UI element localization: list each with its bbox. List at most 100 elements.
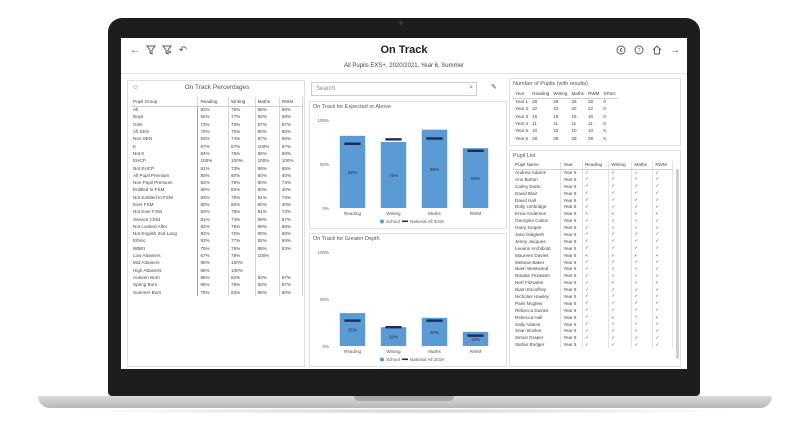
pupil-row[interactable]: Ann Button Year 6 ✓ ✓ ✓ ✓ bbox=[513, 175, 673, 183]
on-track-row[interactable]: Not Entitled to FSM 83% 78% 91% 73% bbox=[131, 193, 304, 201]
on-track-row[interactable]: All Pupil Premium 80% 60% 80% 40% bbox=[131, 171, 304, 179]
on-track-row[interactable]: Boys 92% 77% 92% 69% bbox=[131, 113, 304, 121]
pupil-row[interactable]: Erica Anderson Year 6 × × × × bbox=[513, 210, 673, 218]
on-track-row[interactable]: Not Looked After 82% 75% 89% 68% bbox=[131, 222, 304, 231]
pupil-row[interactable]: Rebecca Davies Year 6 ✓ ✓ ✓ ✓ bbox=[513, 306, 673, 314]
filter-icon[interactable] bbox=[145, 45, 157, 57]
on-track-row[interactable]: Low Attainers 67% 78% 100% bbox=[131, 251, 304, 260]
pupils-count-col-header[interactable]: Writing bbox=[551, 89, 570, 99]
pupil-row[interactable]: Jenny Jacques Year 6 ✓ ✓ ✓ ✓ bbox=[513, 237, 673, 245]
pupil-row[interactable]: Carley Dutto Year 6 ✓ ✓ ✓ ✓ bbox=[513, 182, 673, 190]
on-track-cell bbox=[279, 251, 304, 260]
on-track-row[interactable]: WBRI 75% 75% 88% 63% bbox=[131, 244, 304, 252]
on-track-row[interactable]: Autumn Born 88% 82% 93% 67% bbox=[131, 273, 304, 282]
pupil-row[interactable]: Maureen Davies Year 6 × × × × bbox=[513, 251, 673, 259]
pin-icon[interactable]: ✎ bbox=[491, 84, 497, 91]
on-track-cell: Not Ever FSM bbox=[131, 208, 199, 216]
on-track-row[interactable]: K 67% 67% 100% 67% bbox=[131, 142, 304, 150]
on-track-row[interactable]: Mid Attainers 95% 100% bbox=[131, 259, 304, 267]
on-track-row[interactable]: Not Ever FSM 83% 78% 91% 73% bbox=[131, 208, 304, 216]
on-track-cell: 79% bbox=[228, 281, 256, 289]
on-track-col-header[interactable]: RWM bbox=[279, 97, 304, 107]
on-track-row[interactable]: Ethnic 93% 77% 92% 69% bbox=[131, 237, 304, 245]
undo-icon[interactable]: ↶ bbox=[178, 45, 188, 56]
on-track-row[interactable]: Service Child 81% 74% 89% 67% bbox=[131, 215, 304, 223]
pupil-list-scrollbar[interactable] bbox=[676, 169, 679, 359]
on-track-col-header[interactable]: Maths bbox=[255, 97, 280, 107]
on-track-row[interactable]: Summer Born 75% 63% 88% 60% bbox=[131, 288, 304, 296]
on-track-row[interactable]: Ever FSM 80% 60% 80% 40% bbox=[131, 200, 304, 209]
pupil-row[interactable]: Georgina Calton Year 6 ✓ ✓ ✓ ✓ bbox=[513, 217, 673, 225]
pupils-count-row[interactable]: Year 3 16 16 16 16 0 bbox=[513, 113, 618, 120]
on-track-row[interactable]: Entitled to FSM 80% 60% 80% 40% bbox=[131, 186, 304, 194]
on-track-row[interactable]: Non SEN 83% 74% 87% 65% bbox=[131, 135, 304, 143]
pupil-cell: Jenny Jacques bbox=[513, 237, 562, 245]
on-track-row[interactable]: Spring Born 86% 79% 93% 67% bbox=[131, 281, 304, 289]
pupils-count-row[interactable]: Year 5 10 10 10 10 0 bbox=[513, 127, 618, 134]
pupil-row[interactable]: Niam Westwood Year 6 ✓ ✓ ✓ ✓ bbox=[513, 265, 673, 273]
on-track-row[interactable]: Not K 84% 76% 88% 68% bbox=[131, 149, 304, 158]
pupils-count-col-header[interactable]: Year bbox=[513, 89, 531, 99]
home-icon[interactable] bbox=[651, 45, 663, 57]
search-input[interactable]: Search ⌕ bbox=[311, 82, 477, 96]
on-track-cell: 92% bbox=[255, 237, 280, 245]
pupil-row[interactable]: Nerf Fitzwater Year 6 ✓ × ✓ × bbox=[513, 279, 673, 287]
pupil-row[interactable]: Stefan Bridger Year 6 ✓ ✓ ✓ ✓ bbox=[513, 341, 673, 349]
pupil-cell: ✓ bbox=[582, 237, 610, 245]
pupils-count-col-header[interactable]: Reading bbox=[530, 89, 552, 99]
pupil-row[interactable]: Paris Mcglew Year 6 ✓ ✓ ✓ ✓ bbox=[513, 299, 673, 307]
pupils-count-col-header[interactable]: Maths bbox=[569, 89, 586, 99]
pupil-col-header[interactable]: Year bbox=[560, 161, 583, 170]
on-track-row[interactable]: EHCP 100% 100% 100% 100% bbox=[131, 157, 304, 165]
on-track-row[interactable]: All SEN 70% 70% 80% 60% bbox=[131, 127, 304, 136]
pupil-col-header[interactable]: Reading bbox=[582, 161, 610, 170]
pupil-row[interactable]: Harry Draper Year 6 ✓ ✓ ✓ ✓ bbox=[513, 224, 673, 232]
pupil-col-header[interactable]: RWM bbox=[652, 161, 673, 170]
back-arrow-icon[interactable]: ← bbox=[130, 45, 140, 56]
previous-icon[interactable] bbox=[615, 45, 627, 57]
pupil-row[interactable]: Simon Draper Year 6 ✓ ✓ ✓ ✓ bbox=[513, 334, 673, 342]
on-track-row[interactable]: Non Pupil Premium 83% 78% 90% 73% bbox=[131, 178, 304, 187]
on-track-col-header[interactable]: Pupil Group bbox=[131, 97, 199, 107]
on-track-cell: 75% bbox=[197, 244, 230, 252]
pupils-count-row[interactable]: Year 1 28 28 28 28 0 bbox=[513, 98, 618, 105]
on-track-cell: Not Looked After bbox=[131, 222, 199, 231]
pupil-cell: ✓ bbox=[608, 169, 633, 176]
pupil-row[interactable]: Niam Escoffrey Year 6 ✓ ✓ ✓ ✓ bbox=[513, 286, 673, 294]
on-track-col-header[interactable]: Writing bbox=[228, 97, 256, 107]
pupils-count-col-header[interactable]: SPaG bbox=[601, 89, 618, 99]
pupil-row[interactable]: Melanie Baker Year 6 ✓ ✓ ✓ ✓ bbox=[513, 258, 673, 266]
pupil-row[interactable]: Leeann Archibold Year 6 ✓ ✓ ✓ ✓ bbox=[513, 244, 673, 252]
pupil-row[interactable]: David Blair Year 6 ✓ ✓ ✓ ✓ bbox=[513, 189, 673, 197]
forward-arrow-icon[interactable]: → bbox=[670, 45, 680, 56]
pupils-count-row[interactable]: Year 2 22 22 22 22 0 bbox=[513, 105, 618, 112]
pupil-row[interactable]: Nicholas Hawley Year 6 ✓ ✓ ✓ ✓ bbox=[513, 293, 673, 300]
pupil-row[interactable]: Narabe Fitzwater Year 6 ✓ ✓ ✓ ✓ bbox=[513, 272, 673, 280]
on-track-cell: 75% bbox=[197, 288, 230, 296]
pupil-row[interactable]: Sally Adams Year 6 ✓ ✓ ✓ ✓ bbox=[513, 320, 673, 328]
pupils-count-cell: 0 bbox=[603, 128, 606, 134]
pupil-col-header[interactable]: Maths bbox=[631, 161, 654, 170]
on-track-col-header[interactable]: Reading bbox=[197, 97, 230, 107]
pupil-cell: Year 6 bbox=[560, 327, 583, 335]
pupil-row[interactable]: Sean Bunker Year 6 ✓ ✓ ✓ ✓ bbox=[513, 327, 673, 335]
pupil-cell: Year 6 bbox=[560, 320, 583, 328]
on-track-cell: Non SEN bbox=[131, 135, 199, 143]
on-track-row[interactable]: Girls 73% 73% 87% 67% bbox=[131, 120, 304, 128]
help-icon[interactable]: ? bbox=[633, 45, 645, 57]
pupil-row[interactable]: Jane Dalglesh Year 6 ✓ ✓ ✓ ✓ bbox=[513, 231, 673, 238]
pupil-row[interactable]: Dolly Umbridge Year 6 ✓ ✓ ✓ ✓ bbox=[513, 203, 673, 211]
pupils-count-row[interactable]: Year 4 11 11 11 11 0 bbox=[513, 120, 618, 127]
on-track-row[interactable]: Not English 2nd Lang 82% 75% 89% 68% bbox=[131, 230, 304, 238]
on-track-row[interactable]: High Attainers 86% 100% bbox=[131, 266, 304, 274]
pupil-row[interactable]: David Hall Year 6 ✓ ✓ ✓ ✓ bbox=[513, 196, 673, 204]
filter-clear-icon[interactable] bbox=[161, 45, 173, 57]
pupil-row[interactable]: Rebecca Hall Year 6 ✓ × ✓ × bbox=[513, 313, 673, 321]
pupil-row[interactable]: Andrew Adams Year 6 ✓ ✓ ✓ ✓ bbox=[513, 169, 673, 176]
pupil-col-header[interactable]: Pupil Name bbox=[513, 161, 562, 170]
pupils-count-row[interactable]: Year 6 28 28 28 28 0 bbox=[513, 134, 618, 141]
on-track-row[interactable]: All 82% 75% 89% 68% bbox=[131, 106, 304, 114]
pupil-col-header[interactable]: Writing bbox=[608, 161, 633, 170]
on-track-row[interactable]: Not EHCP 81% 73% 88% 65% bbox=[131, 164, 304, 172]
pupils-count-col-header[interactable]: RWM bbox=[585, 89, 602, 99]
